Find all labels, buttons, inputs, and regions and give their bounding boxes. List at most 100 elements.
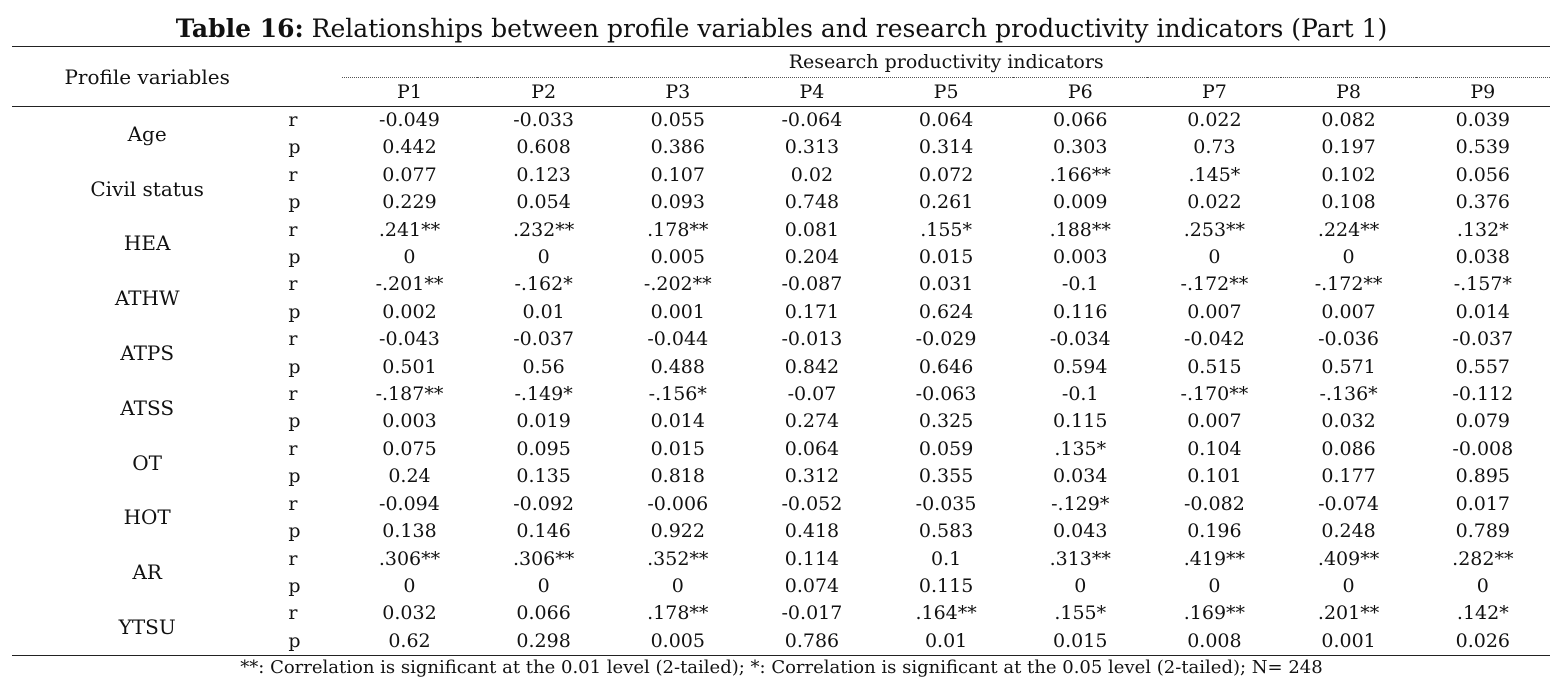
cell-r-p9: .132* — [1456, 218, 1509, 241]
cell-r-p8: .409** — [1317, 547, 1380, 570]
cell-r-p4: -0.07 — [787, 383, 837, 406]
cell-r-p6: .313** — [1049, 547, 1111, 570]
cell-r-p7: -0.042 — [1183, 328, 1245, 351]
table-row: p 0.229 0.054 0.093 0.748 0.261 0.009 0.022 0.10… — [12, 189, 1550, 216]
cell-p-p8: 0.108 — [1321, 191, 1376, 214]
cell-p-p5: 0.115 — [918, 574, 974, 597]
table-row: ATPS r -0.043 -0.037 -0.044 -0.013 -0.029 -0.03… — [12, 326, 1550, 365]
table-row: p 0.138 0.146 0.922 0.418 0.583 0.043 0.196 0.24… — [12, 518, 1550, 545]
cell-p-p9: 0.376 — [1455, 191, 1511, 214]
cell-r-p5: 0.1 — [930, 547, 962, 570]
cell-r-p7: .419** — [1183, 547, 1246, 570]
stat-label-p: p — [288, 191, 301, 214]
stat-label-r: r — [288, 109, 298, 131]
cell-p-p4: 0.074 — [784, 574, 840, 597]
cell-r-p3: -.156* — [648, 383, 707, 406]
cell-r-p9: -0.037 — [1452, 328, 1514, 351]
cell-r-p4: 0.064 — [784, 437, 840, 460]
cell-p-p6: 0.594 — [1053, 355, 1108, 378]
cell-r-p2: -.149* — [514, 383, 573, 406]
stat-label-r: r — [288, 547, 298, 570]
table-row: p 0 0 0.005 0.204 0.015 0.003 0 0 0.038 — [12, 244, 1550, 271]
cell-r-p3: -0.044 — [647, 328, 709, 351]
cell-r-p1: 0.075 — [382, 437, 437, 460]
table-row: p 0.002 0.01 0.001 0.171 0.624 0.116 0.007 0.007… — [12, 299, 1550, 326]
stat-label-p: p — [288, 520, 301, 543]
cell-r-p1: -.201** — [375, 273, 444, 296]
cell-r-p7: .169** — [1183, 602, 1246, 625]
cell-r-p8: -.172** — [1314, 273, 1383, 296]
cell-p-p6: 0.303 — [1053, 136, 1108, 159]
footnote: **: Correlation is significant at the 0.… — [240, 657, 1323, 678]
stat-label-r: r — [288, 492, 298, 515]
row-label: OT — [132, 450, 163, 475]
stat-label-r: r — [288, 328, 298, 351]
cell-r-p1: -0.043 — [379, 328, 440, 351]
cell-r-p1: -0.094 — [379, 492, 440, 515]
table-row: p 0.501 0.56 0.488 0.842 0.646 0.594 0.515 0.571… — [12, 354, 1550, 381]
cell-r-p1: -0.049 — [379, 109, 440, 131]
cell-r-p4: -0.087 — [781, 273, 843, 296]
cell-r-p7: -0.082 — [1183, 492, 1245, 515]
cell-p-p5: 0.314 — [918, 136, 974, 159]
cell-r-p2: -0.033 — [513, 109, 575, 131]
cell-p-p1: 0.138 — [382, 520, 437, 543]
cell-r-p6: 0.066 — [1053, 109, 1108, 131]
cell-r-p3: .352** — [647, 547, 709, 570]
row-label: ATSS — [120, 395, 175, 420]
table-row: HOT r -0.094 -0.092 -0.006 -0.052 -0.035 -.129*… — [12, 491, 1550, 530]
cell-r-p4: -0.013 — [781, 328, 843, 351]
table-row: p 0.62 0.298 0.005 0.786 0.01 0.015 0.008 0.001 0… — [12, 627, 1550, 657]
cell-p-p3: 0.093 — [650, 191, 705, 214]
stat-label-p: p — [288, 410, 301, 433]
cell-p-p2: 0.146 — [516, 520, 571, 543]
cell-p-p8: 0 — [1342, 246, 1355, 269]
cell-r-p1: -.187** — [375, 383, 444, 406]
cell-p-p8: 0 — [1342, 574, 1355, 597]
cell-p-p8: 0.007 — [1321, 300, 1376, 323]
stat-label-p: p — [288, 246, 301, 269]
cell-p-p3: 0.818 — [650, 465, 705, 488]
cell-r-p9: -0.008 — [1452, 437, 1514, 460]
cell-r-p8: -0.036 — [1318, 328, 1379, 351]
cell-r-p3: 0.055 — [650, 109, 705, 131]
cell-p-p2: 0.135 — [516, 465, 571, 488]
cell-p-p6: 0.034 — [1053, 465, 1108, 488]
cell-r-p2: 0.095 — [516, 437, 571, 460]
cell-r-p4: -0.064 — [781, 109, 843, 131]
cell-p-p2: 0 — [537, 246, 550, 269]
cell-p-p2: 0.298 — [476, 627, 611, 657]
cell-r-p5: -0.035 — [915, 492, 977, 515]
cell-p-p1: 0 — [403, 574, 416, 597]
cell-p-p4: 0.313 — [784, 136, 840, 159]
cell-r-p7: .253** — [1183, 218, 1246, 241]
cell-r-p4: 0.02 — [790, 163, 834, 186]
table-row: AR r .306** .306** .352** 0.114 0.1 .313** .419*… — [12, 546, 1550, 585]
cell-p-p8: 0.001 — [1281, 627, 1416, 657]
cell-p-p4: 0.748 — [784, 191, 840, 214]
cell-p-p3: 0.014 — [650, 410, 705, 433]
cell-r-p1: 0.032 — [382, 602, 437, 625]
cell-r-p6: -.129* — [1051, 492, 1110, 515]
column-header-p4: P4 — [744, 77, 880, 107]
cell-r-p2: -.162* — [514, 273, 573, 296]
stat-label-p: p — [288, 300, 301, 323]
column-header-p5: P5 — [879, 77, 1014, 107]
stat-label-r: r — [288, 437, 298, 460]
cell-p-p6: 0.043 — [1053, 520, 1108, 543]
cell-r-p9: -0.112 — [1452, 383, 1514, 406]
cell-p-p5: 0.261 — [918, 191, 974, 214]
cell-p-p8: 0.177 — [1321, 465, 1376, 488]
table-number: Table 16: — [175, 14, 304, 43]
stat-label-r: r — [288, 218, 298, 241]
cell-r-p2: -0.037 — [513, 328, 575, 351]
stat-label-p: p — [288, 136, 301, 159]
cell-r-p7: 0.022 — [1187, 109, 1242, 131]
cell-r-p4: 0.081 — [784, 218, 840, 241]
cell-p-p3: 0.005 — [650, 246, 705, 269]
cell-p-p5: 0.01 — [879, 627, 1014, 657]
cell-p-p3: 0 — [671, 574, 684, 597]
cell-p-p2: 0.56 — [522, 355, 565, 378]
cell-p-p9: 0.079 — [1455, 410, 1511, 433]
row-label: Age — [127, 121, 167, 146]
